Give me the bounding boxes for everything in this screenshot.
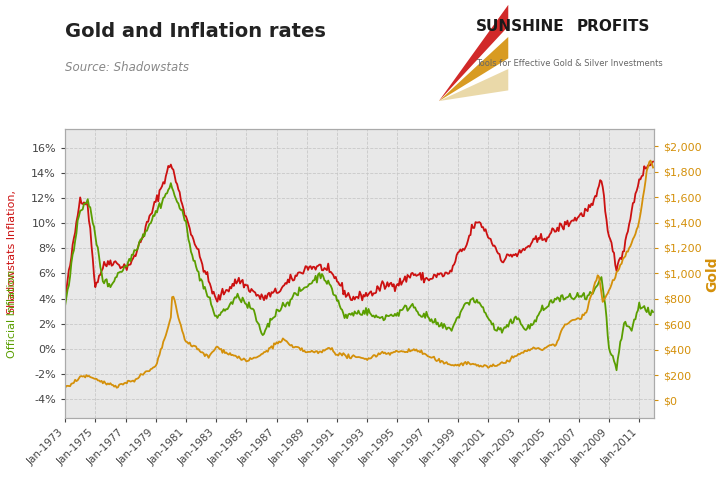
Text: Gold: Gold xyxy=(705,257,719,293)
Polygon shape xyxy=(439,37,508,101)
Text: Official Inflation: Official Inflation xyxy=(7,269,17,358)
Polygon shape xyxy=(439,5,508,101)
Text: Tools for Effective Gold & Silver Investments: Tools for Effective Gold & Silver Invest… xyxy=(476,59,662,69)
Text: Source: Shadowstats: Source: Shadowstats xyxy=(65,61,189,74)
Text: Gold and Inflation rates: Gold and Inflation rates xyxy=(65,22,326,41)
Text: PROFITS: PROFITS xyxy=(577,19,650,35)
Text: SUNSHINE: SUNSHINE xyxy=(476,19,565,35)
Polygon shape xyxy=(439,69,508,101)
Text: Shadowstats Inflation,: Shadowstats Inflation, xyxy=(7,187,17,314)
